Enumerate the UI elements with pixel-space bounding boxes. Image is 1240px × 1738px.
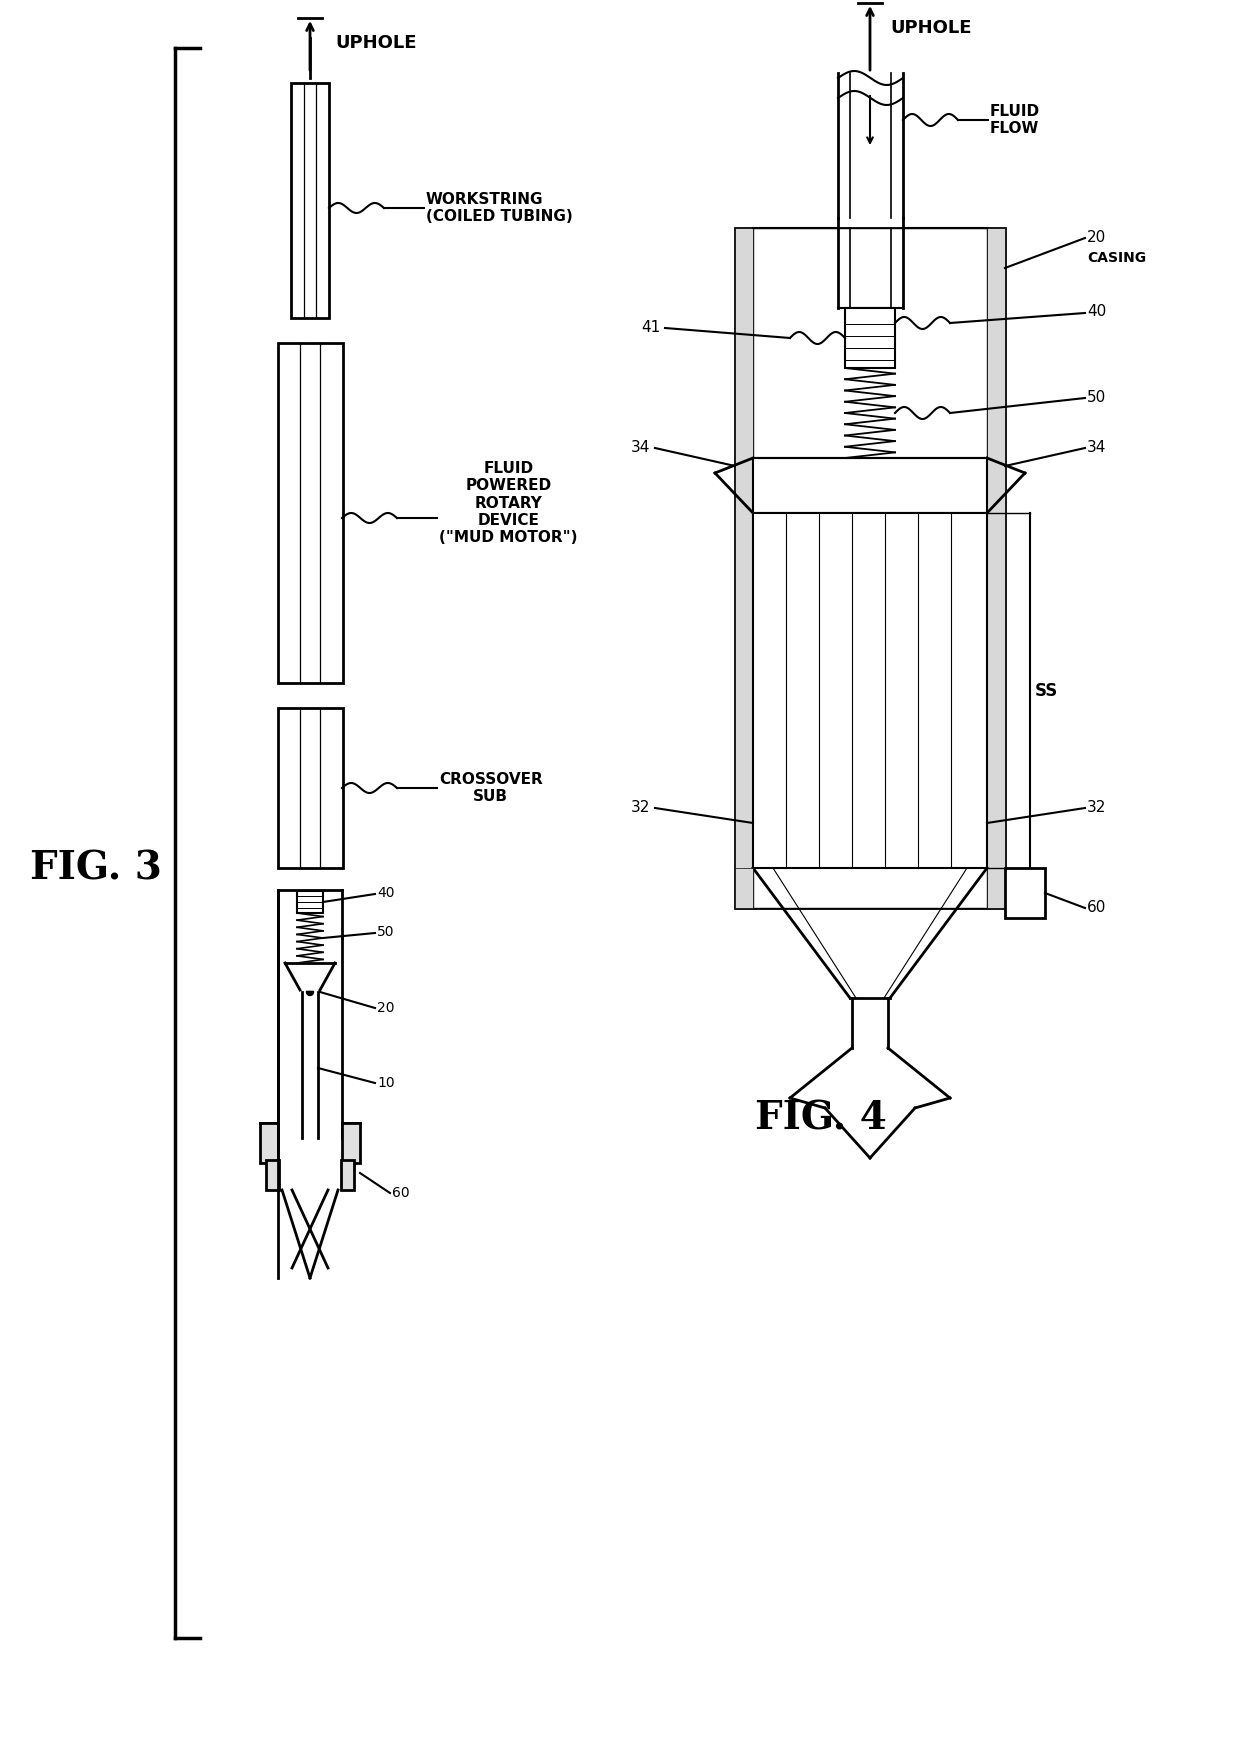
Bar [735,867,753,907]
Bar [844,308,895,368]
Bar [298,892,322,912]
Text: FLUID
FLOW: FLUID FLOW [990,104,1040,136]
Bar [987,228,1004,907]
Circle shape [306,989,314,996]
Text: CROSSOVER
SUB: CROSSOVER SUB [439,772,543,805]
Bar [735,228,1004,907]
Text: 50: 50 [1087,389,1106,405]
Text: UPHOLE: UPHOLE [890,19,971,36]
Text: 34: 34 [1087,440,1106,455]
Bar [753,228,987,907]
Text: 41: 41 [641,320,660,335]
Text: FIG. 4: FIG. 4 [755,1098,887,1137]
Text: UPHOLE: UPHOLE [335,35,417,52]
Text: 60: 60 [392,1185,409,1199]
Bar [1004,867,1045,918]
Polygon shape [285,963,335,991]
Text: 32: 32 [1087,801,1106,815]
Bar [278,342,343,683]
Bar [267,1159,279,1191]
Bar [735,228,753,907]
Text: 20: 20 [377,1001,394,1015]
Bar [342,1123,360,1163]
Text: 20: 20 [1087,229,1106,245]
Bar [753,513,987,867]
Bar [753,459,987,513]
Text: 10: 10 [377,1076,394,1090]
Text: 40: 40 [377,886,394,900]
Text: FLUID
POWERED
ROTARY
DEVICE
("MUD MOTOR"): FLUID POWERED ROTARY DEVICE ("MUD MOTOR"… [439,461,578,546]
Text: FIG. 3: FIG. 3 [30,848,162,886]
Text: 60: 60 [1087,900,1106,914]
Bar [260,1123,278,1163]
Text: 50: 50 [377,925,394,939]
Text: 40: 40 [1087,304,1106,320]
Bar [341,1159,353,1191]
Bar [291,83,329,318]
Text: 34: 34 [631,440,650,455]
Bar [278,707,343,867]
Text: WORKSTRING
(COILED TUBING): WORKSTRING (COILED TUBING) [427,191,573,224]
Text: 32: 32 [631,801,650,815]
Text: SS: SS [1035,681,1058,700]
Text: CASING: CASING [1087,250,1146,264]
